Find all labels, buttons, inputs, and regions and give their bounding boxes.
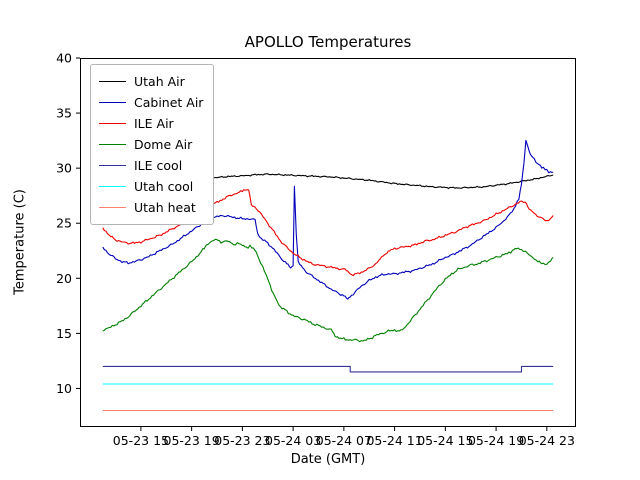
x-tick-label: 05-23 19	[164, 433, 220, 448]
legend-line-swatch	[99, 165, 126, 166]
legend-item-ile-air: ILE Air	[99, 113, 203, 134]
series-line-ile-air	[102, 189, 554, 277]
x-tick-label: 05-24 03	[265, 433, 321, 448]
legend-label: Utah cool	[134, 179, 194, 194]
x-axis-label: Date (GMT)	[290, 452, 366, 467]
y-tick-label: 30	[56, 161, 72, 176]
legend-line-swatch	[99, 102, 126, 103]
x-tick-label: 05-23 23	[214, 433, 270, 448]
legend-line-swatch	[99, 81, 126, 82]
legend-line-swatch	[99, 207, 126, 208]
legend-item-utah-heat: Utah heat	[99, 197, 203, 218]
x-tick-label: 05-24 15	[417, 433, 473, 448]
x-tick-label: 05-23 15	[113, 433, 169, 448]
y-tick-label: 10	[56, 381, 72, 396]
legend-line-swatch	[99, 123, 126, 124]
y-tick-label: 15	[56, 326, 72, 341]
legend-item-cabinet-air: Cabinet Air	[99, 92, 203, 113]
legend-label: ILE cool	[134, 158, 183, 173]
axes-frame	[80, 58, 576, 427]
series-line-cabinet-air	[102, 139, 554, 300]
series-line-dome-air	[102, 238, 554, 343]
legend-label: Dome Air	[134, 137, 193, 152]
y-tick-label: 40	[56, 51, 72, 66]
chart-title: APOLLO Temperatures	[244, 33, 412, 51]
x-tick-label: 05-24 19	[468, 433, 524, 448]
legend-label: Utah heat	[134, 200, 196, 215]
x-tick-label: 05-24 23	[519, 433, 575, 448]
legend-label: Utah Air	[134, 74, 185, 89]
legend-item-ile-cool: ILE cool	[99, 155, 203, 176]
x-tick-label: 05-24 07	[316, 433, 372, 448]
x-tick-label: 05-24 11	[366, 433, 422, 448]
y-tick-label: 20	[56, 271, 72, 286]
legend-line-swatch	[99, 186, 126, 187]
legend-item-utah-air: Utah Air	[99, 71, 203, 92]
legend-line-swatch	[99, 144, 126, 145]
legend-label: Cabinet Air	[134, 95, 204, 110]
legend-item-utah-cool: Utah cool	[99, 176, 203, 197]
legend-item-dome-air: Dome Air	[99, 134, 203, 155]
legend-label: ILE Air	[134, 116, 174, 131]
y-tick-label: 35	[56, 106, 72, 121]
y-tick-label: 25	[56, 216, 72, 231]
chart-legend: Utah Air Cabinet Air ILE Air Dome Air ILE co…	[90, 64, 215, 225]
y-axis-label: Temperature (C)	[12, 189, 28, 295]
series-line-ile-cool	[102, 365, 554, 373]
